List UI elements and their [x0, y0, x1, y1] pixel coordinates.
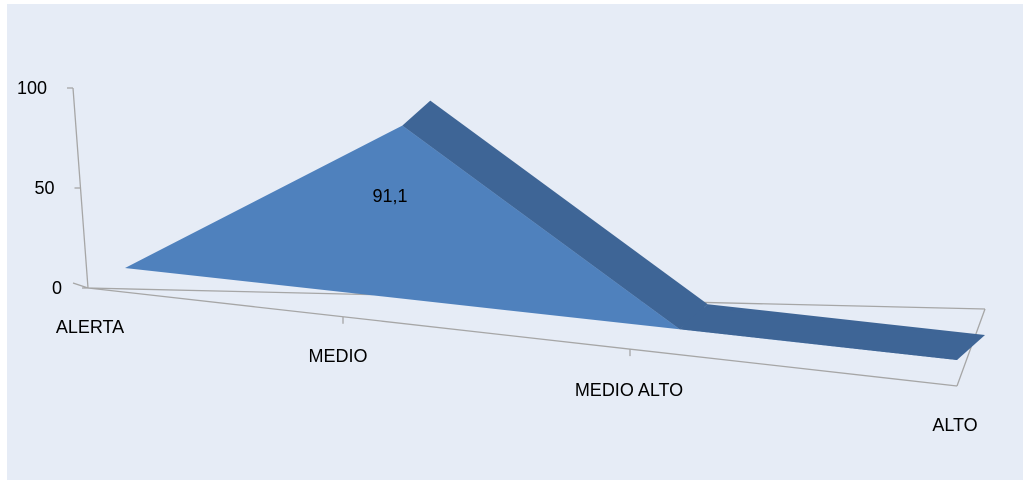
y-tick-label: 100 [17, 78, 47, 98]
front-x-axis-line [87, 287, 958, 387]
y-tick-label: 50 [34, 178, 54, 198]
area-side-face-1 [402, 100, 708, 330]
x-category-label: ALTO [932, 415, 977, 435]
labels-group: 0 50 100 ALERTA MEDIO MEDIO ALTO ALTO 91,1 [17, 78, 978, 435]
area-series [125, 100, 985, 360]
x-category-label: MEDIO [308, 346, 367, 366]
area-tail-face [679, 307, 977, 360]
x-category-label: ALERTA [56, 317, 124, 337]
y-tick-label: 0 [52, 278, 62, 298]
data-label: 91,1 [372, 186, 407, 206]
x-category-label: MEDIO ALTO [575, 380, 683, 400]
area-front-face [125, 125, 957, 360]
tick-marks-group [67, 87, 631, 357]
depth-axis-line [72, 282, 89, 289]
